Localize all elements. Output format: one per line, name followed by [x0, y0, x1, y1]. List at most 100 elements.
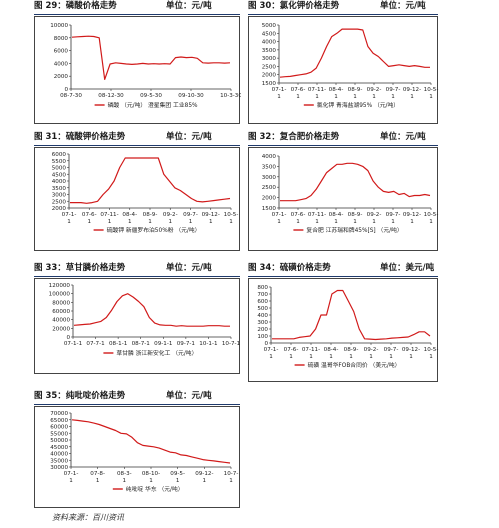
- x-tick-label-day: 1: [391, 219, 395, 225]
- legend-label: 硫酸钾 新疆罗布泊50%粉 （元/吨）: [107, 226, 201, 234]
- fig-label: 图 34：: [248, 263, 280, 273]
- y-tick-label: 2500: [262, 185, 277, 191]
- x-tick-label: 10-7-1: [222, 341, 241, 347]
- x-tick-label: 07-11-: [100, 212, 118, 218]
- x-tick-label: 08-10-: [142, 471, 160, 477]
- x-tick-label: 07-11-: [302, 347, 320, 353]
- y-tick-label: 3000: [52, 193, 67, 199]
- panel-34: 图 34：硫磺价格走势 单位：美元/吨 0 100 200 300 400 500 600 7…: [248, 262, 438, 382]
- unit-label: 单位：元/吨: [380, 132, 426, 142]
- y-tick-label: 3000: [262, 175, 277, 181]
- chart-svg: 010020030040050060070080007-1-107-6-107-…: [257, 285, 438, 369]
- y-tick-label: 40000: [50, 452, 68, 458]
- chart-svg: 15002000250030003500400007-1-107-6-107-1…: [262, 154, 439, 234]
- x-tick-label-day: 1: [108, 219, 112, 225]
- x-tick-label: 08-9-: [143, 212, 158, 218]
- y-tick-label: 800: [257, 285, 268, 291]
- x-tick-label: 07-6-: [291, 87, 306, 93]
- y-tick-label: 400: [257, 313, 268, 319]
- x-tick-label: 09-5-: [170, 471, 185, 477]
- y-tick-label: 4000: [262, 154, 277, 160]
- chart-box: 0 20000 40000 60000 80000 100000 120000 07-1-1 0…: [34, 278, 241, 374]
- x-tick-label-day: 1: [410, 219, 414, 225]
- x-tick-label-day: 1: [369, 354, 373, 360]
- fig-label: 图 32：: [248, 132, 280, 142]
- panel-title-35: 图 35：纯吡啶价格走势 单位：元/吨: [34, 390, 240, 405]
- y-tick-label: 5500: [52, 159, 67, 165]
- y-tick-label: 500: [257, 306, 268, 312]
- x-tick-label-day: 1: [372, 94, 376, 100]
- x-tick-label: 09-12-: [195, 471, 213, 477]
- y-tick-label: 2000: [262, 73, 277, 79]
- y-tick-label: 30000: [50, 465, 68, 471]
- source-note: 资料来源：百川资讯: [52, 513, 124, 522]
- y-tick-label: 5000: [52, 166, 67, 172]
- y-tick-label: 2500: [262, 64, 277, 70]
- series-line: [272, 289, 431, 341]
- x-tick-label: 08-7-30: [60, 93, 82, 99]
- x-tick-label-day: 1: [334, 94, 338, 100]
- y-tick-label: 2000: [52, 206, 67, 212]
- y-tick-label: 60000: [50, 425, 68, 431]
- chart-svg: 1500200025003000350040004500500007-1-107…: [262, 23, 439, 109]
- x-tick-label: 08-9-: [344, 347, 359, 353]
- y-tick-label: 300: [257, 320, 268, 326]
- x-tick-label: 09-12-: [402, 347, 420, 353]
- x-tick-label: 08-4-: [329, 87, 344, 93]
- y-tick-label: 70000: [50, 411, 68, 417]
- y-tick-label: 1500: [262, 81, 277, 87]
- fig-label: 图 30：: [248, 1, 280, 11]
- x-tick-label-day: 1: [69, 478, 73, 484]
- x-tick-label-day: 1: [315, 94, 319, 100]
- x-tick-label: 08-4-: [329, 212, 344, 218]
- y-tick-label: 200: [257, 327, 268, 333]
- x-tick-label: 07-6-: [82, 212, 97, 218]
- x-tick-label-day: 1: [353, 94, 357, 100]
- panel-title-34: 图 34：硫磺价格走势 单位：美元/吨: [248, 262, 438, 277]
- x-tick-label: 07-1-: [64, 471, 79, 477]
- x-tick-label-day: 1: [67, 219, 71, 225]
- x-tick-label-day: 1: [209, 219, 213, 225]
- x-tick-label: 08-4-: [122, 212, 137, 218]
- y-tick-label: 6000: [54, 49, 69, 55]
- x-tick-label: 07-7-1: [86, 341, 105, 347]
- chart-box: 2000 2500 3000 3500 4000 4500 5000 5500 6000 07-1…: [34, 147, 240, 251]
- series-line: [70, 157, 231, 204]
- legend-label: 氯化钾 青海盐湖95% （元/吨）: [317, 101, 399, 109]
- y-tick-label: 1500: [262, 206, 277, 212]
- y-tick-label: 2000: [262, 196, 277, 202]
- y-tick-label: 45000: [50, 445, 68, 451]
- panel-title-33: 图 33：草甘膦价格走势 单位：元/吨: [34, 262, 240, 277]
- x-tick-label: 09-7-1: [177, 341, 196, 347]
- y-tick-label: 65000: [50, 418, 68, 424]
- x-tick-label-day: 1: [128, 219, 132, 225]
- y-tick-label: 50000: [50, 438, 68, 444]
- chart-title: 复合肥价格走势: [279, 132, 340, 142]
- x-tick-label-day: 1: [315, 219, 319, 225]
- x-tick-label-day: 1: [296, 94, 300, 100]
- chart-svg: 0 2000 4000 6000 8000 10000 08-7-30 08-12-30 09-…: [50, 23, 241, 109]
- y-tick-label: 35000: [50, 458, 68, 464]
- fig-label: 图 31：: [34, 132, 66, 142]
- y-tick-label: 0: [64, 87, 68, 93]
- y-tick-label: 4000: [54, 61, 69, 67]
- panel-30: 图 30：氯化钾价格走势 单位：元/吨 1500 2000 2500 3000 3500…: [248, 0, 438, 124]
- unit-label: 单位：元/吨: [166, 263, 212, 273]
- x-tick-label: 07-1-: [264, 347, 279, 353]
- legend-label: 纯吡啶 华东 （元/吨）: [126, 485, 184, 493]
- chart-box: 0 2000 4000 6000 8000 10000 08-7-30 08-12-30 09-…: [34, 16, 241, 124]
- x-tick-label: 08-3-: [117, 471, 132, 477]
- x-tick-label-day: 1: [229, 478, 233, 484]
- y-tick-label: 20000: [52, 326, 70, 332]
- y-tick-label: 2500: [52, 199, 67, 205]
- x-tick-label-day: 1: [296, 219, 300, 225]
- x-tick-label: 07-6-: [291, 212, 306, 218]
- x-tick-label-day: 1: [353, 219, 357, 225]
- x-tick-label-day: 1: [176, 478, 180, 484]
- x-tick-label-day: 1: [372, 219, 376, 225]
- panel-29: 图 29：磷酸价格走势 单位：元/吨 0 2000 4000 6000 8000 1000…: [34, 0, 241, 124]
- unit-label: 单位：元/吨: [166, 132, 212, 142]
- x-tick-label: 09-5-30: [140, 93, 162, 99]
